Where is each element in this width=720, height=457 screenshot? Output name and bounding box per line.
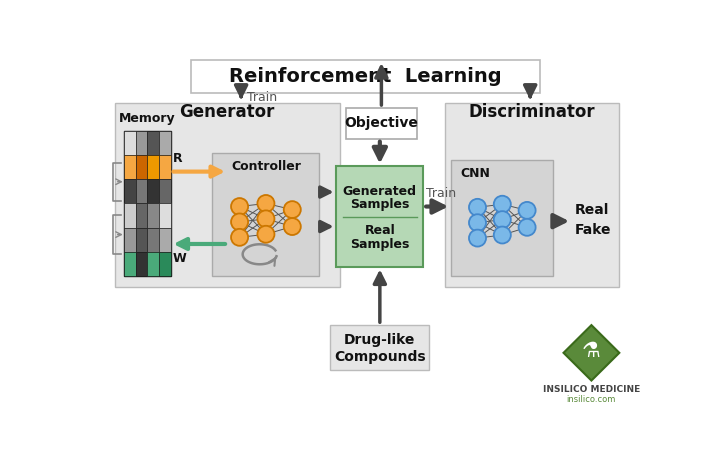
Circle shape (231, 198, 248, 215)
Bar (136, 155, 148, 179)
Bar (159, 203, 171, 228)
Bar (124, 131, 171, 276)
Bar (124, 131, 136, 155)
Circle shape (284, 218, 301, 235)
Bar (148, 131, 159, 155)
Bar (148, 252, 159, 276)
Bar (445, 102, 619, 287)
Circle shape (494, 227, 510, 244)
Circle shape (469, 214, 486, 231)
Bar (148, 155, 159, 179)
Bar (124, 155, 136, 179)
Text: Train: Train (246, 91, 276, 105)
Bar (124, 203, 136, 228)
Polygon shape (564, 325, 619, 381)
Text: INSILICO MEDICINE: INSILICO MEDICINE (543, 385, 640, 394)
Circle shape (284, 201, 301, 218)
Circle shape (258, 226, 274, 243)
Text: Discriminator: Discriminator (469, 103, 595, 121)
Bar (148, 179, 159, 203)
Bar (159, 131, 171, 155)
Bar (330, 325, 429, 370)
Circle shape (518, 202, 536, 219)
Bar (159, 228, 171, 252)
Text: CNN: CNN (461, 167, 490, 180)
Bar (212, 153, 320, 276)
Circle shape (518, 219, 536, 236)
Circle shape (469, 229, 486, 247)
Text: Drug-like: Drug-like (344, 333, 415, 347)
Text: R: R (173, 153, 183, 165)
Text: Generated: Generated (343, 185, 417, 198)
Text: Compounds: Compounds (334, 350, 426, 364)
Bar (148, 228, 159, 252)
Text: Real: Real (575, 203, 608, 218)
Circle shape (258, 195, 274, 212)
Bar (136, 179, 148, 203)
Circle shape (231, 213, 248, 230)
Text: W: W (173, 252, 186, 265)
Text: Controller: Controller (231, 159, 301, 173)
Bar (124, 228, 136, 252)
Bar (124, 179, 136, 203)
Circle shape (469, 199, 486, 216)
Text: Real: Real (364, 224, 395, 237)
Bar (136, 131, 148, 155)
Text: Samples: Samples (350, 198, 410, 211)
Bar (346, 108, 417, 139)
Text: Memory: Memory (119, 112, 176, 125)
Bar (159, 179, 171, 203)
Text: ⚗: ⚗ (582, 340, 600, 361)
Circle shape (494, 196, 510, 213)
Bar (114, 102, 340, 287)
Bar (159, 252, 171, 276)
Text: Generator: Generator (179, 103, 275, 121)
Bar (159, 155, 171, 179)
Bar (136, 228, 148, 252)
Text: Objective: Objective (344, 117, 418, 130)
Bar (336, 166, 423, 266)
Bar (136, 252, 148, 276)
Text: Reinforcement  Learning: Reinforcement Learning (229, 67, 501, 86)
Text: Train: Train (426, 187, 456, 200)
Circle shape (231, 229, 248, 246)
Bar (191, 60, 539, 93)
Circle shape (258, 210, 274, 227)
Text: Fake: Fake (575, 223, 611, 237)
Bar (136, 203, 148, 228)
Bar (451, 160, 554, 276)
Circle shape (494, 211, 510, 228)
Text: Samples: Samples (350, 238, 410, 251)
Bar (148, 203, 159, 228)
Bar (124, 252, 136, 276)
Text: insilico.com: insilico.com (567, 394, 616, 404)
